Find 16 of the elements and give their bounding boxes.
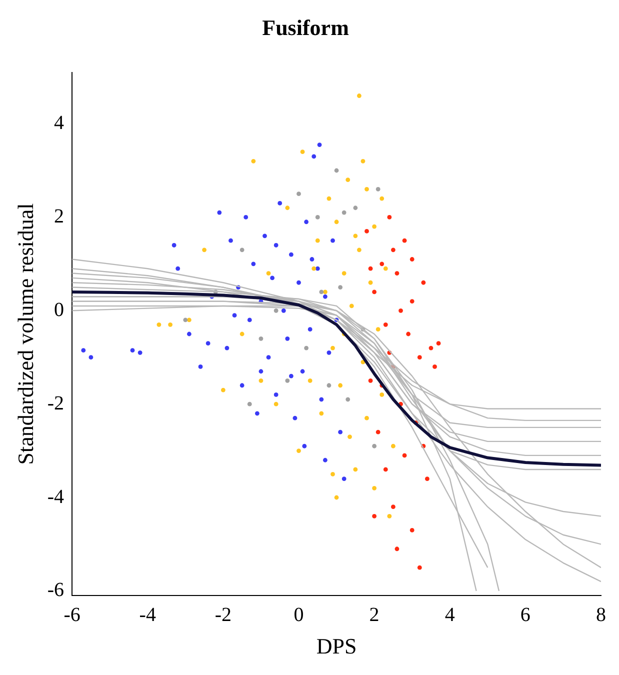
- y-tick-label: -6: [47, 579, 64, 602]
- x-tick-label: -4: [139, 604, 156, 626]
- x-axis-title: DPS: [316, 634, 357, 659]
- y-tick-label: 2: [54, 205, 64, 228]
- x-tick-label: 8: [596, 604, 606, 626]
- y-tick-label: -2: [47, 392, 64, 414]
- y-tick-label: -4: [47, 486, 64, 508]
- y-axis-title: Standardized volume residual: [12, 203, 38, 465]
- x-tick-label: 4: [444, 604, 455, 626]
- x-tick-label: 2: [369, 604, 380, 626]
- chart-title: Fusiform: [262, 14, 349, 40]
- x-tick-label: 0: [294, 604, 304, 626]
- x-tick-label: 6: [520, 604, 530, 626]
- x-tick-label: -2: [214, 604, 232, 626]
- y-tick-label: 0: [54, 298, 64, 321]
- y-tick-label: 4: [54, 112, 64, 134]
